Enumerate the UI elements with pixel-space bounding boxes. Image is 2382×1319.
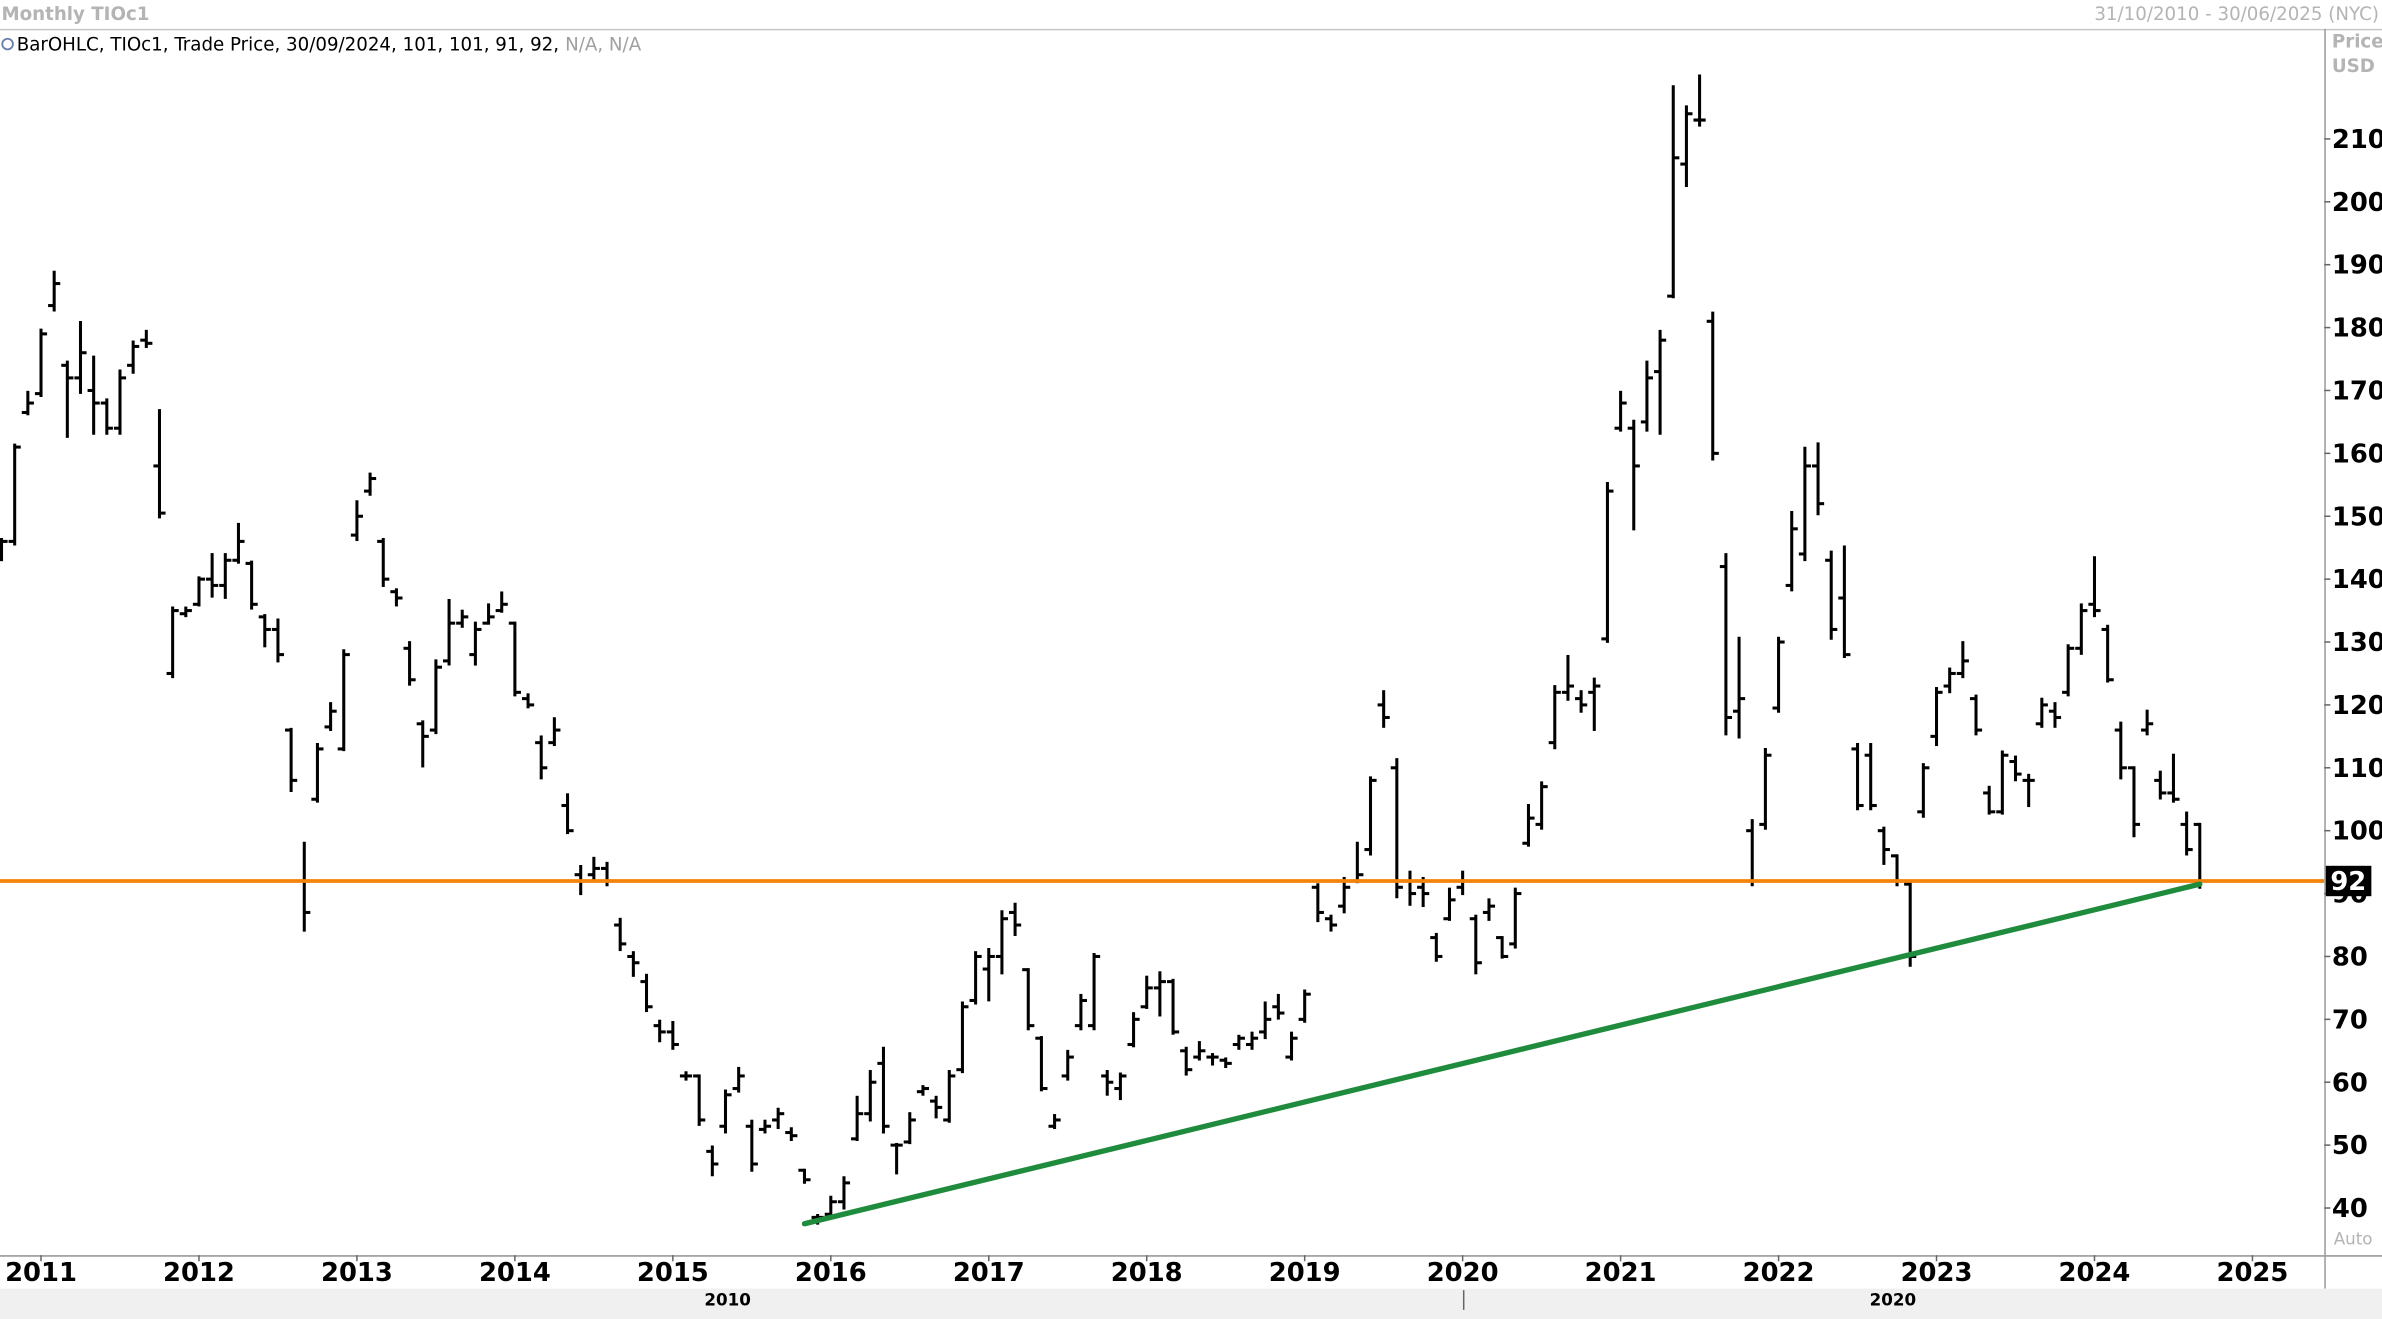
trendline [801,881,2203,1227]
x-tick-label: 2017 [953,1258,1025,1288]
y-tick-label: 190 [2332,251,2382,281]
y-tick-label: 60 [2332,1068,2368,1098]
scale-mode: Auto [2334,1228,2373,1248]
x-tick-label: 2016 [795,1258,867,1288]
y-tick-label: 200 [2332,188,2382,218]
legend-na: N/A, N/A [565,35,642,56]
x-tick-label: 2019 [1269,1258,1341,1288]
chart-title: Monthly TIOc1 [2,4,150,25]
decade-label: 2020 [1870,1289,1916,1309]
last-price-box [2325,865,2372,897]
y-tick-label: 110 [2332,754,2382,784]
y-tick-label: 80 [2332,942,2368,972]
y-tick-label: 130 [2332,628,2382,658]
y-axis-label: USD [2332,56,2375,77]
y-tick-label: 150 [2332,502,2382,532]
x-tick-label: 2022 [1743,1258,1815,1288]
y-tick-label: 180 [2332,314,2382,344]
x-tick-label: 2014 [479,1258,551,1288]
y-tick-label: 100 [2332,817,2382,847]
y-tick-label: 210 [2332,125,2382,155]
y-tick-label: 40 [2332,1194,2368,1224]
y-tick-label: 120 [2332,691,2382,721]
bottom-strip [0,1288,2382,1319]
y-tick-label: 160 [2332,439,2382,469]
x-tick-label: 2025 [2217,1258,2289,1288]
x-tick-label: 2011 [5,1258,77,1288]
y-axis-label: Price [2332,32,2382,53]
last-price-label: 92 [2330,867,2366,897]
y-tick-label: 140 [2332,565,2382,595]
plot-area [0,74,2325,1227]
y-tick-label: 70 [2332,1005,2368,1035]
y-tick-label: 50 [2332,1131,2368,1161]
x-tick-label: 2024 [2059,1258,2131,1288]
x-tick-label: 2021 [1585,1258,1657,1288]
x-tick-label: 2012 [163,1258,235,1288]
x-tick-label: 2013 [321,1258,393,1288]
decade-label: 2010 [704,1289,750,1309]
legend-icon [1,37,14,51]
date-range: 31/10/2010 - 30/06/2025 (NYC) [2094,4,2379,25]
x-tick-label: 2018 [1111,1258,1183,1288]
x-tick-label: 2020 [1427,1258,1499,1288]
y-tick-label: 170 [2332,376,2382,406]
legend-text: BarOHLC, TIOc1, Trade Price, 30/09/2024,… [17,35,559,56]
x-tick-label: 2015 [637,1258,709,1288]
x-tick-label: 2023 [1901,1258,1973,1288]
